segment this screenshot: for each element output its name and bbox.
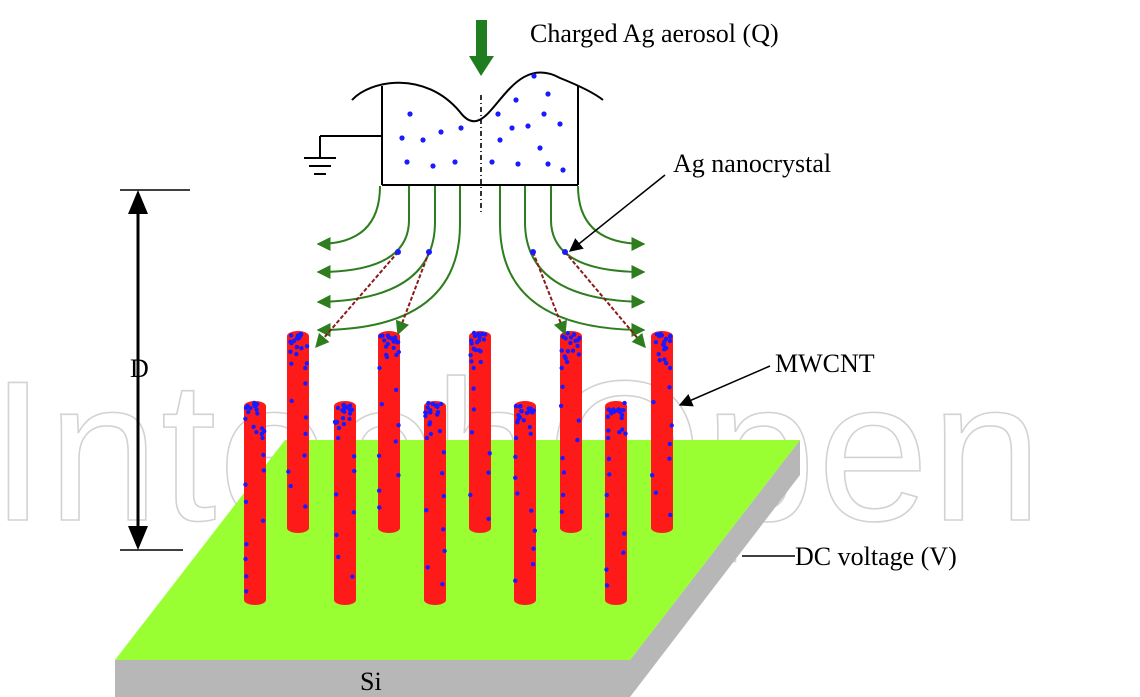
aerosol-particle [404,159,410,165]
substrate-label: Si [360,667,382,696]
aerosol-particle [407,111,413,117]
mwcnt-tube [332,401,357,605]
electric-field-lines [316,185,646,337]
aerosol-particle [557,121,563,127]
nanocrystal-callout: Ag nanocrystal [568,149,831,252]
aerosol-particle [497,137,503,143]
mwcnt-callout: MWCNT [678,349,875,407]
aerosol-particle [545,91,551,97]
aerosol-particle [545,161,551,167]
ground-icon [304,135,382,175]
mwcnt-array [243,330,674,605]
mwcnt-tube [650,331,674,533]
si-substrate [115,440,800,697]
aerosol-particle [515,161,521,167]
mwcnt-tube [376,331,401,533]
aerosol-boundary [351,71,604,122]
aerosol-particle [452,159,458,165]
aerosol-particle [458,125,464,131]
trajectory-start-particles [395,249,568,255]
nanocrystal-label: Ag nanocrystal [673,149,831,178]
aerosol-particle [541,111,547,117]
mwcnt-tube [558,331,582,533]
mwcnt-tube [286,331,310,533]
distance-label: D [130,354,149,383]
aerosol-particle [513,97,519,103]
distance-marker: D [120,189,190,551]
voltage-label: DC voltage (V) [795,542,957,571]
aerosol-particle [560,167,566,173]
aerosol-particle [509,125,515,131]
mwcnt-label: MWCNT [775,349,875,378]
aerosol-nozzle [351,71,604,214]
aerosol-particle [531,73,537,79]
substrate-side-right [630,440,800,697]
aerosol-particle [399,135,405,141]
aerosol-label: Charged Ag aerosol (Q) [530,19,779,48]
substrate-side-front [115,660,630,697]
mwcnt-tube [468,330,492,533]
aerosol-particle [438,129,444,135]
aerosol-particle [495,111,501,117]
mwcnt-tube [513,401,537,605]
particle-trajectories [315,251,646,349]
aerosol-particle [525,123,531,129]
aerosol-particle [430,163,436,169]
aerosol-particle [537,145,543,151]
mwcnt-tube [243,400,267,605]
down-arrow-icon [469,20,494,76]
aerosol-particle [420,137,426,143]
mwcnt-tube [423,400,447,605]
mwcnt-tube [604,400,628,605]
aerosol-particle [489,159,495,165]
double-arrow-icon [128,190,148,550]
voltage-callout: DC voltage (V) [742,542,957,571]
substrate-top [115,440,800,660]
aerosol-particles [399,73,566,173]
